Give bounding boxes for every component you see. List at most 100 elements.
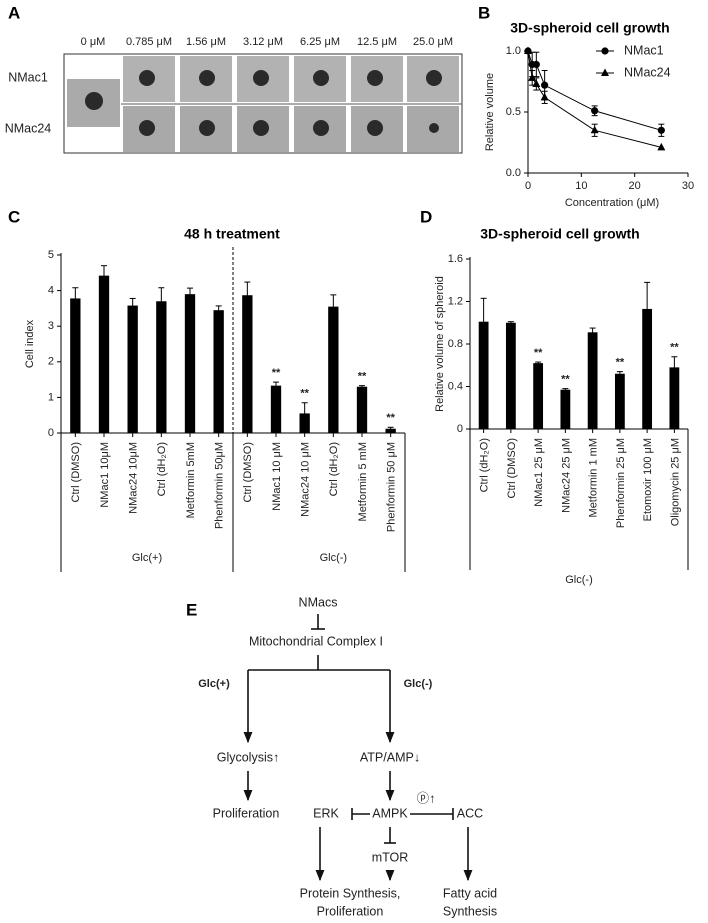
marker [591, 107, 599, 115]
panel-e-labels: E NMacs Mitochondrial Complex I Glc(+) G… [186, 595, 497, 918]
y-tick-label: 0.0 [506, 167, 521, 179]
spheroid [253, 70, 269, 86]
significance: ** [300, 388, 309, 400]
significance: ** [561, 374, 570, 386]
column-label: 0.785 μM [126, 36, 172, 48]
panel-label: D [420, 207, 432, 226]
bar [385, 428, 396, 433]
x-tick-label: NMac24 10 μM [300, 442, 312, 517]
node-label: ACC [457, 806, 483, 820]
marker [657, 126, 665, 134]
y-tick-label: 3 [48, 320, 54, 332]
marker [541, 81, 549, 89]
y-tick-label: 0 [457, 423, 463, 435]
bar [533, 363, 544, 429]
bar [505, 322, 516, 429]
row-label: NMac24 [5, 121, 52, 135]
x-tick-label: Ctrl (DMSO) [70, 442, 82, 503]
spheroid [199, 120, 215, 136]
marker [601, 68, 609, 76]
group-label: Glc(-) [320, 552, 348, 564]
x-tick-label: NMac24 25 μM [560, 438, 572, 513]
y-tick-label: 0.8 [448, 338, 463, 350]
y-tick-label: 2 [48, 356, 54, 368]
x-tick-label: Ctrl (dH₂O) [479, 438, 491, 492]
spheroid [426, 70, 442, 86]
x-tick-label: Metformin 1 mM [588, 438, 600, 517]
spheroid [367, 70, 383, 86]
x-tick-label: Metformin 5 mM [357, 442, 369, 521]
x-tick-label: Oligomycin 25 μM [669, 438, 681, 526]
significance: ** [616, 357, 625, 369]
marker [601, 47, 609, 55]
marker [532, 79, 541, 87]
panel-a: A 0 μM 0.785 μM 1.56 μM 3.12 μM 6.25 μM … [5, 3, 463, 154]
bar [70, 298, 81, 433]
group-label: Glc(-) [565, 574, 593, 586]
node-label: mTOR [372, 850, 409, 864]
bar [184, 294, 196, 433]
marker [528, 73, 537, 81]
legend-label: NMac24 [624, 65, 671, 79]
y-tick-label: 1.6 [448, 253, 463, 265]
panel-label: B [478, 3, 490, 22]
significance: ** [534, 347, 543, 359]
spheroid [139, 70, 155, 86]
node-label: Glycolysis↑ [217, 750, 280, 764]
column-label: 25.0 μM [413, 36, 453, 48]
spheroid [199, 70, 215, 86]
bar [614, 373, 625, 429]
y-tick-label: 0 [48, 427, 54, 439]
x-tick-label: 10 [575, 180, 587, 192]
node-label: Fatty acid [443, 886, 497, 900]
y-tick-label: 0.4 [448, 380, 463, 392]
x-tick-label: 20 [629, 180, 641, 192]
bar [587, 332, 598, 429]
bar [98, 275, 110, 433]
panel-label: C [8, 207, 20, 226]
bar [270, 385, 282, 433]
x-tick-label: NMac1 10μM [99, 442, 111, 508]
node-label: NMacs [299, 595, 338, 609]
significance: ** [358, 371, 367, 383]
node-label: Glc(-) [404, 678, 433, 690]
column-label: 3.12 μM [243, 36, 283, 48]
x-tick-label: Ctrl (DMSO) [506, 438, 518, 499]
x-tick-label: Ctrl (DMSO) [242, 442, 254, 503]
x-tick-label: Phenformin 50 μM [386, 442, 398, 532]
node-label: Mitochondrial Complex I [249, 634, 383, 648]
panel-label: E [186, 600, 197, 619]
column-label: 1.56 μM [186, 36, 226, 48]
y-tick-label: 1.2 [448, 295, 463, 307]
spheroid [253, 120, 269, 136]
node-label: ERK [313, 806, 339, 820]
chart-title: 3D-spheroid cell growth [480, 226, 639, 242]
row-label: NMac1 [8, 70, 48, 84]
column-label: 6.25 μM [300, 36, 340, 48]
panel-label: A [8, 3, 20, 22]
spheroid [85, 92, 103, 110]
column-label: 12.5 μM [357, 36, 397, 48]
marker [524, 46, 532, 54]
x-tick-label: NMac24 10μM [128, 442, 140, 514]
bar [478, 321, 489, 429]
node-label: AMPK [372, 806, 408, 820]
node-label: Synthesis [443, 904, 497, 918]
x-tick-label: Phenformin 25 μM [615, 438, 627, 528]
y-axis-label: Cell index [24, 319, 36, 368]
y-tick-label: 5 [48, 249, 54, 261]
y-tick-label: 1.0 [506, 45, 521, 57]
marker [657, 142, 666, 151]
bar [156, 301, 167, 433]
panel-e-diagram [243, 614, 473, 882]
column-label: 0 μM [81, 36, 106, 48]
node-label: Proliferation [317, 904, 384, 918]
marker [540, 92, 549, 101]
node-label: ⓟ↑ [417, 791, 436, 805]
spheroid [313, 120, 329, 136]
series-line [527, 50, 662, 148]
node-label: Proliferation [213, 806, 280, 820]
x-axis-label: Concentration (μM) [565, 197, 659, 209]
y-tick-label: 0.5 [506, 106, 521, 118]
